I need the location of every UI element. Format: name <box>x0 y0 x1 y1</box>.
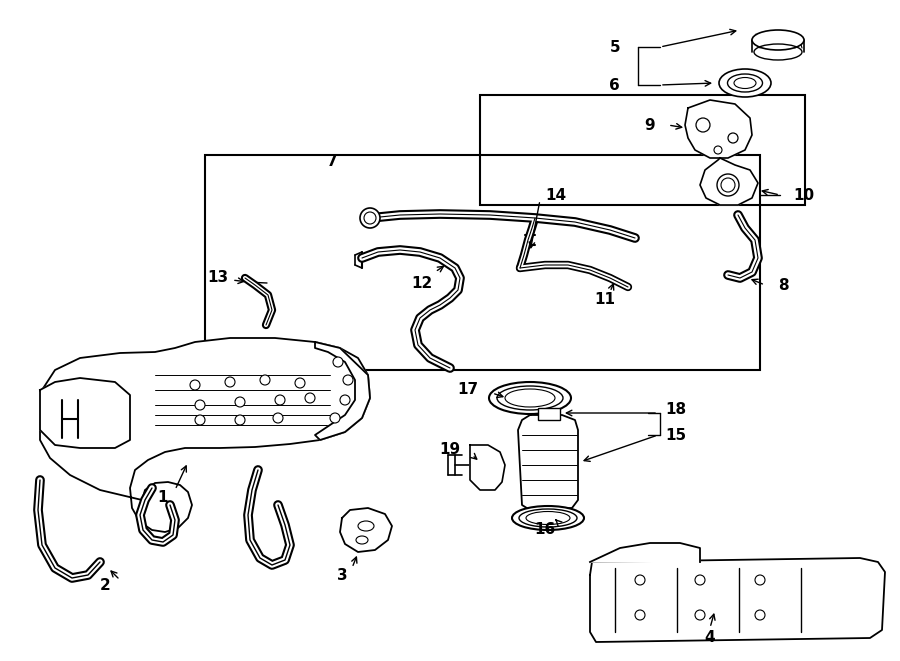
Circle shape <box>340 395 350 405</box>
Bar <box>538 408 560 420</box>
Circle shape <box>295 378 305 388</box>
Ellipse shape <box>512 506 584 530</box>
Text: 11: 11 <box>595 293 616 307</box>
Polygon shape <box>518 415 578 510</box>
Circle shape <box>728 133 738 143</box>
Circle shape <box>695 610 705 620</box>
Circle shape <box>235 397 245 407</box>
Polygon shape <box>590 558 885 642</box>
Text: 4: 4 <box>705 631 716 646</box>
Text: 16: 16 <box>535 522 555 537</box>
Circle shape <box>333 357 343 367</box>
Text: 8: 8 <box>778 278 788 293</box>
Bar <box>480 95 805 205</box>
Ellipse shape <box>717 174 739 196</box>
Polygon shape <box>470 445 505 490</box>
Circle shape <box>190 380 200 390</box>
Circle shape <box>225 377 235 387</box>
Circle shape <box>755 610 765 620</box>
Circle shape <box>755 575 765 585</box>
Polygon shape <box>40 338 370 532</box>
Text: 14: 14 <box>545 188 566 204</box>
Circle shape <box>273 413 283 423</box>
Polygon shape <box>315 342 370 440</box>
Text: 6: 6 <box>609 77 620 93</box>
Text: 17: 17 <box>457 383 478 397</box>
Polygon shape <box>685 100 752 158</box>
Text: 3: 3 <box>337 568 347 582</box>
Circle shape <box>260 375 270 385</box>
Text: 5: 5 <box>609 40 620 54</box>
Circle shape <box>195 400 205 410</box>
Bar <box>205 155 760 370</box>
Ellipse shape <box>497 386 563 410</box>
Circle shape <box>360 208 380 228</box>
Text: 18: 18 <box>665 403 686 418</box>
Text: 12: 12 <box>411 276 433 290</box>
Ellipse shape <box>719 69 771 97</box>
Text: 7: 7 <box>327 155 338 169</box>
Circle shape <box>330 413 340 423</box>
Polygon shape <box>590 543 700 562</box>
Polygon shape <box>40 378 130 448</box>
Text: 13: 13 <box>207 270 229 286</box>
Ellipse shape <box>519 509 577 527</box>
Circle shape <box>695 575 705 585</box>
Polygon shape <box>700 158 758 205</box>
Text: 10: 10 <box>793 188 814 202</box>
Text: 9: 9 <box>644 118 655 132</box>
Circle shape <box>635 610 645 620</box>
Ellipse shape <box>752 30 804 50</box>
Circle shape <box>343 375 353 385</box>
Text: 2: 2 <box>100 578 111 594</box>
Ellipse shape <box>727 74 762 92</box>
Text: 1: 1 <box>158 490 168 506</box>
Circle shape <box>696 118 710 132</box>
Circle shape <box>275 395 285 405</box>
Circle shape <box>195 415 205 425</box>
Circle shape <box>635 575 645 585</box>
Text: 15: 15 <box>665 428 686 442</box>
Circle shape <box>305 393 315 403</box>
Ellipse shape <box>489 382 571 414</box>
Polygon shape <box>340 508 392 552</box>
Text: 19: 19 <box>439 442 460 457</box>
Circle shape <box>235 415 245 425</box>
